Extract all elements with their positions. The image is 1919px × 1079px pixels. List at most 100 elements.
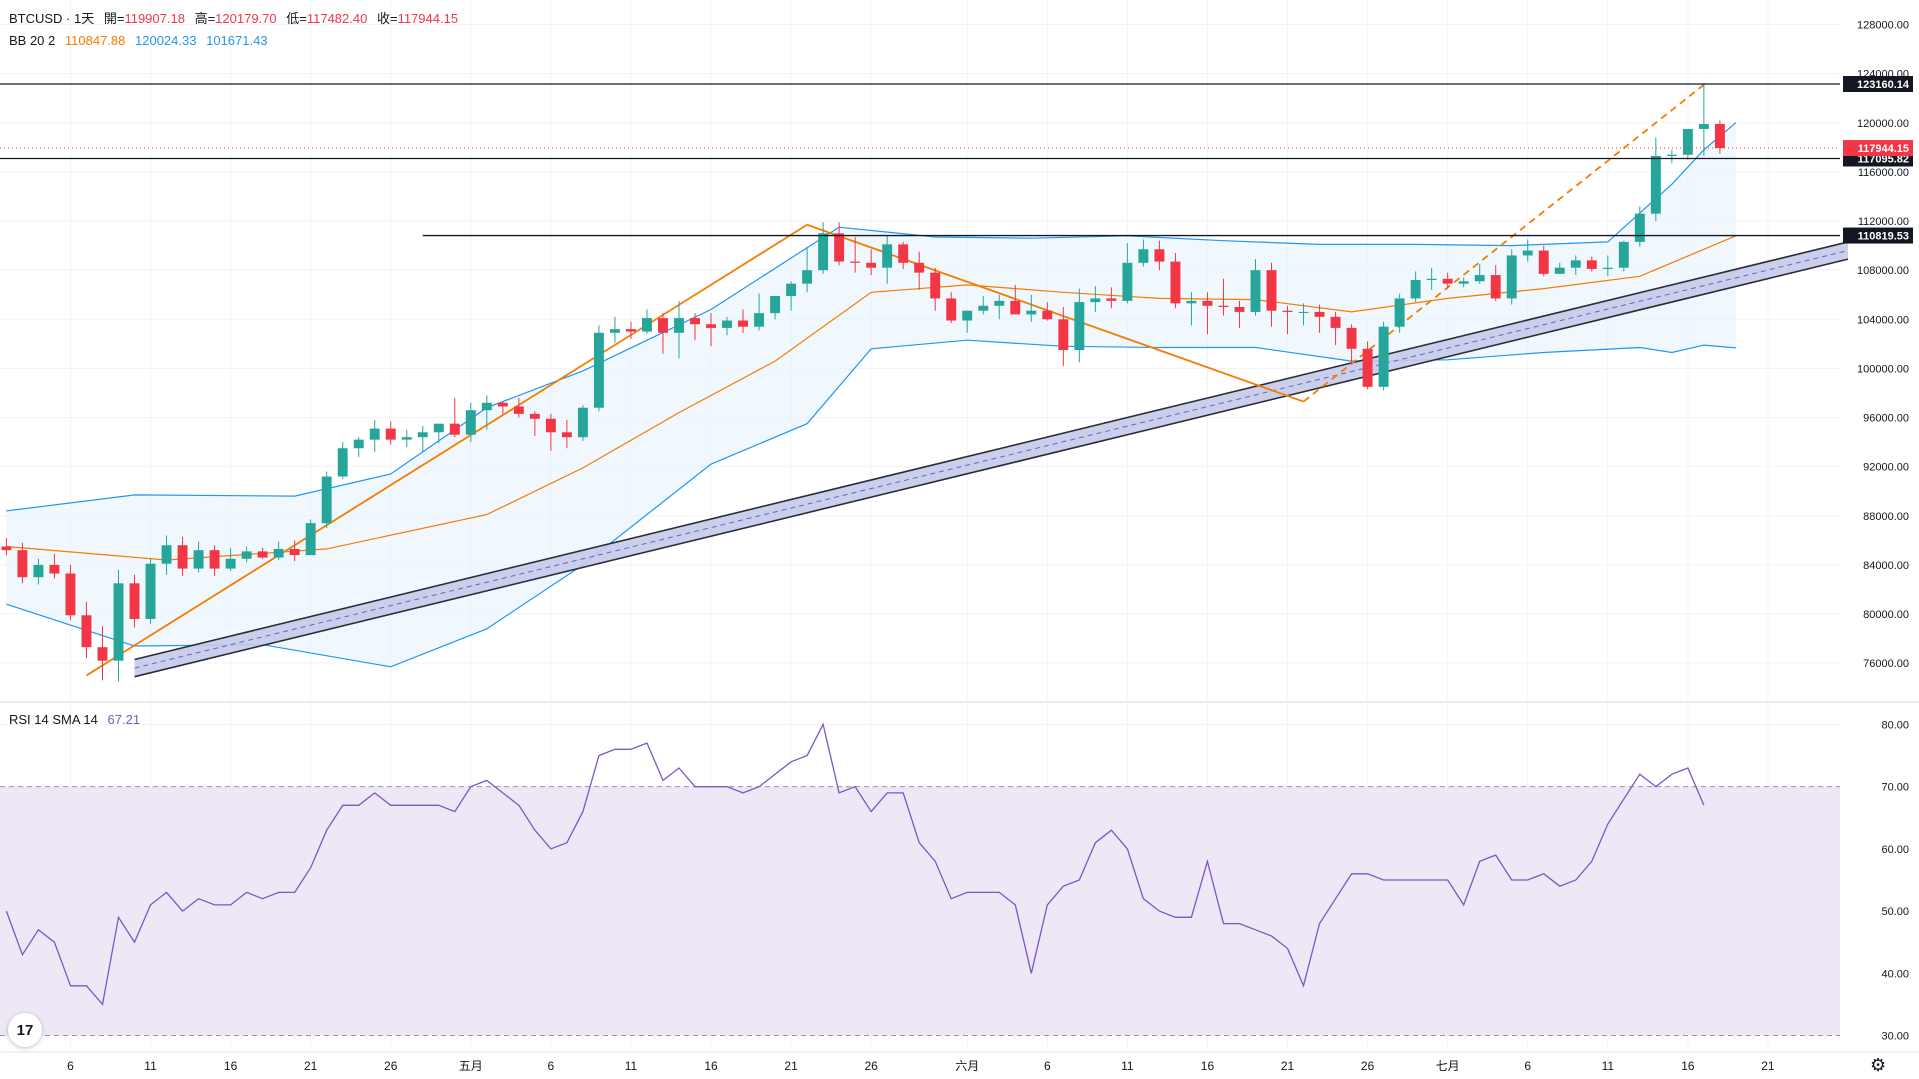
- candle-body: [994, 300, 1005, 306]
- candle: [1026, 294, 1037, 322]
- channel-lower-line: [134, 258, 1849, 678]
- last-price-label: 117944.15: [1858, 143, 1909, 155]
- candle-body: [561, 432, 572, 438]
- candle: [1490, 265, 1501, 301]
- candle-body: [962, 310, 973, 321]
- symbol-title[interactable]: BTCUSD · 1天: [9, 11, 95, 26]
- candle: [1074, 288, 1085, 363]
- candle: [738, 309, 749, 333]
- candle: [1522, 239, 1533, 262]
- horizontal-levels[interactable]: 123160.14 117095.82 110819.53 117944.15: [0, 75, 1913, 244]
- rsi-tick-label: 40.00: [1881, 968, 1909, 980]
- candle: [545, 413, 556, 451]
- candle-body: [1202, 300, 1213, 306]
- candle: [994, 294, 1005, 320]
- candle-body: [1, 546, 12, 551]
- candle-body: [946, 298, 957, 321]
- candle: [1410, 271, 1421, 303]
- price-tick-label: 120000.00: [1857, 118, 1909, 130]
- candle-body: [1154, 249, 1165, 262]
- price-tick-label: 128000.00: [1857, 20, 1909, 32]
- candle-body: [818, 233, 829, 271]
- candle-body: [369, 428, 380, 440]
- time-tick-label: 16: [704, 1059, 718, 1073]
- rsi-tick-label: 50.00: [1881, 906, 1909, 918]
- candle-body: [1170, 261, 1181, 304]
- rsi-legend[interactable]: RSI 14 SMA 14 67.21: [9, 712, 146, 727]
- candle-body: [1666, 154, 1677, 156]
- ohlc-open: 開=119907.18: [103, 11, 185, 26]
- candle-body: [305, 523, 316, 556]
- candle: [33, 558, 44, 585]
- candle-body: [1554, 267, 1565, 274]
- candle: [1218, 278, 1229, 316]
- candle-body: [1362, 348, 1373, 387]
- candle-body: [1250, 270, 1261, 312]
- candle-body: [49, 564, 60, 574]
- candle-body: [1506, 255, 1517, 299]
- candle: [962, 310, 973, 333]
- candle: [882, 235, 893, 284]
- candle: [433, 423, 444, 444]
- candle-body: [674, 318, 684, 333]
- bb-legend[interactable]: BB 20 2 110847.88 120024.33 101671.43: [9, 33, 274, 48]
- candle-body: [914, 262, 925, 273]
- time-tick-label: 21: [1281, 1059, 1295, 1073]
- candle: [1538, 245, 1549, 277]
- trend-channel[interactable]: [134, 241, 1849, 678]
- time-tick-label: 21: [784, 1059, 798, 1073]
- candle-body: [930, 272, 941, 299]
- candle-body: [241, 551, 252, 559]
- candle-body: [1266, 270, 1277, 311]
- candle-body: [866, 262, 877, 268]
- candle: [1682, 128, 1693, 160]
- gear-icon[interactable]: ⚙: [1870, 1055, 1887, 1076]
- candle-body: [1570, 260, 1581, 268]
- candle: [978, 295, 989, 315]
- time-tick-label: 16: [224, 1059, 238, 1073]
- candle: [177, 536, 188, 576]
- price-tick-label: 112000.00: [1858, 216, 1909, 228]
- bb-label: BB 20 2: [9, 33, 56, 48]
- candle: [802, 246, 813, 293]
- candle: [1154, 240, 1165, 271]
- candle: [641, 309, 652, 335]
- time-tick-label: 六月: [955, 1059, 979, 1073]
- time-tick-label: 五月: [459, 1059, 483, 1073]
- time-tick-label: 11: [144, 1059, 157, 1073]
- candle-body: [145, 563, 156, 619]
- candle-body: [65, 573, 76, 616]
- candle: [1586, 256, 1597, 272]
- time-tick-label: 6: [1044, 1059, 1051, 1073]
- candle: [625, 321, 636, 339]
- candle-body: [1314, 311, 1325, 317]
- candle: [353, 437, 364, 457]
- candles[interactable]: [1, 84, 1725, 682]
- candle-body: [625, 329, 636, 332]
- candle-body: [1602, 267, 1613, 269]
- candle-body: [882, 244, 893, 268]
- candle: [1426, 267, 1437, 290]
- price-tick-label: 104000.00: [1857, 314, 1909, 326]
- candle: [209, 545, 220, 576]
- candle-body: [1458, 281, 1469, 284]
- rsi-tick-label: 30.00: [1881, 1031, 1909, 1043]
- candle: [1698, 84, 1709, 156]
- candle-body: [81, 615, 92, 648]
- candle-body: [1282, 310, 1293, 312]
- candle: [1314, 304, 1325, 333]
- tradingview-logo[interactable]: 17: [8, 1013, 42, 1047]
- candle: [866, 249, 877, 276]
- time-tick-label: 21: [304, 1059, 318, 1073]
- channel-fill: [134, 241, 1849, 677]
- axes[interactable]: 128000.00 124000.00 120000.00 116000.00 1120…: [67, 20, 1909, 1073]
- candle: [609, 316, 620, 343]
- candle: [465, 402, 476, 443]
- candle: [1474, 264, 1485, 284]
- candle-body: [770, 295, 781, 314]
- candle: [1042, 302, 1053, 321]
- level-label-bg: [1843, 75, 1913, 92]
- rsi-value: 67.21: [107, 712, 141, 727]
